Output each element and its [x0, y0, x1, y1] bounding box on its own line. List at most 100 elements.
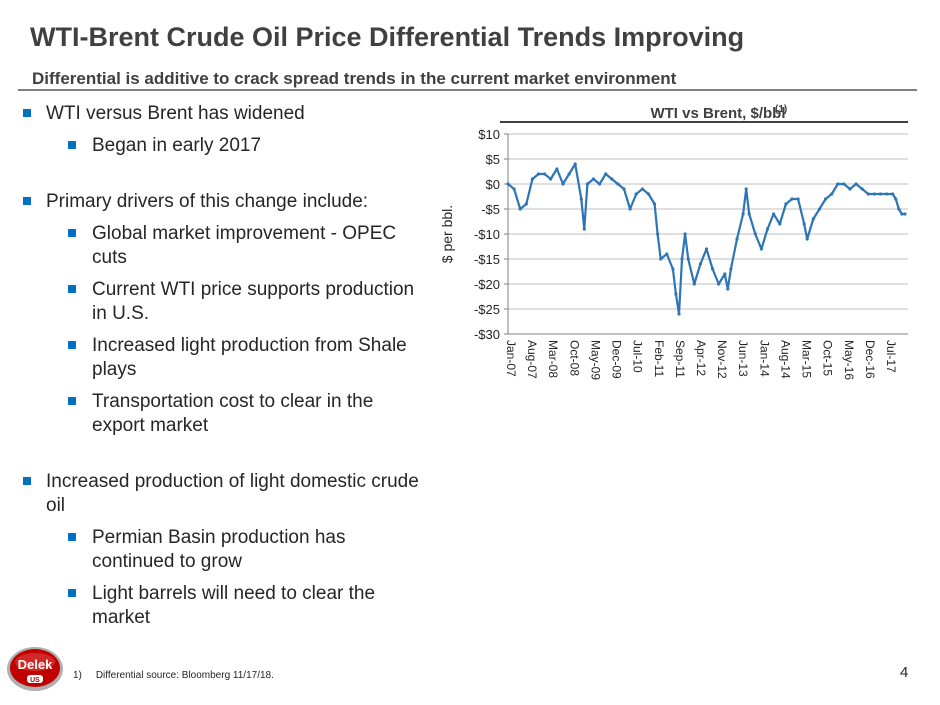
logo-text: Delek	[18, 657, 53, 672]
data-point	[549, 177, 553, 181]
data-point	[640, 187, 644, 191]
data-point	[582, 227, 586, 231]
data-point	[704, 247, 709, 251]
data-point	[723, 272, 727, 276]
bullet-marker	[68, 341, 76, 349]
data-point	[735, 237, 739, 241]
data-point	[646, 192, 651, 196]
data-point	[683, 232, 687, 236]
x-tick-label: May-09	[588, 340, 602, 380]
data-point	[653, 202, 657, 206]
x-tick-label: Mar-15	[800, 340, 814, 378]
subtitle-rule	[18, 89, 917, 91]
x-tick-label: Feb-11	[652, 340, 666, 377]
bullet-marker	[68, 397, 76, 405]
data-point	[518, 207, 522, 211]
data-point	[872, 192, 876, 196]
bullet-list: WTI versus Brent has widened Began in ear…	[18, 102, 428, 638]
bullet-marker	[68, 141, 76, 149]
data-point	[726, 287, 730, 291]
delek-logo: Delek US	[7, 647, 63, 691]
data-point	[802, 222, 806, 226]
data-point	[616, 182, 620, 186]
data-point	[796, 197, 800, 201]
data-point	[854, 182, 858, 186]
x-tick-label: Oct-08	[567, 340, 581, 376]
bullet-marker	[68, 533, 76, 541]
data-point	[753, 232, 757, 236]
data-point	[561, 182, 565, 186]
data-point	[656, 232, 660, 236]
bullet-item: Increased production of light domestic c…	[18, 470, 428, 518]
data-point	[677, 312, 681, 316]
bullet-text: Increased production of light domestic c…	[46, 471, 419, 516]
x-tick-label: Aug-14	[778, 340, 792, 379]
data-point	[866, 192, 870, 196]
sub-bullet-item: Transportation cost to clear in the expo…	[18, 390, 428, 438]
x-tick-label: Nov-12	[715, 340, 729, 379]
data-point	[674, 292, 678, 296]
data-point	[885, 192, 889, 196]
bullet-text: Global market improvement - OPEC cuts	[92, 223, 397, 268]
y-tick-label: -$20	[474, 277, 500, 292]
data-point	[790, 197, 794, 201]
data-point	[659, 257, 663, 261]
bullet-text: Primary drivers of this change include:	[46, 191, 369, 212]
bullet-spacer	[18, 166, 428, 190]
bullet-item: Primary drivers of this change include:	[18, 190, 428, 214]
sub-bullet-item: Permian Basin production has continued t…	[18, 526, 428, 574]
bullet-text: Began in early 2017	[92, 135, 262, 156]
data-point	[878, 192, 883, 196]
data-point	[622, 187, 626, 191]
bullet-text: Permian Basin production has continued t…	[92, 527, 346, 572]
data-point	[903, 212, 907, 216]
x-tick-label: Oct-15	[821, 340, 835, 376]
bullet-text: Current WTI price supports production in…	[92, 279, 415, 324]
bullet-marker	[23, 197, 31, 205]
sub-bullet-item: Increased light production from Shale pl…	[18, 334, 428, 382]
y-tick-label: $0	[486, 177, 500, 192]
data-point	[579, 197, 583, 201]
bullet-marker	[68, 285, 76, 293]
data-point	[512, 187, 516, 191]
bullet-marker	[68, 589, 76, 597]
y-tick-label: -$30	[474, 327, 500, 342]
sub-bullet-item: Light barrels will need to clear the mar…	[18, 582, 428, 630]
data-point	[530, 177, 534, 181]
data-point	[692, 282, 696, 286]
x-tick-label: Jun-13	[736, 340, 750, 377]
data-point	[772, 212, 776, 216]
footnote-marker: 1)	[73, 670, 82, 681]
y-axis-label: $ per bbl.	[439, 205, 455, 263]
data-point	[634, 192, 638, 196]
footnote: 1) Differential source: Bloomberg 11/17/…	[73, 670, 274, 681]
data-point	[778, 222, 782, 226]
x-tick-label: Jan-07	[504, 340, 518, 377]
data-point	[573, 162, 577, 166]
data-point	[555, 167, 559, 171]
chart-title-superscript: (1)	[775, 104, 787, 115]
data-point	[860, 187, 864, 191]
data-point	[536, 172, 541, 176]
data-point	[894, 197, 898, 201]
bullet-marker	[68, 229, 76, 237]
y-tick-label: -$5	[481, 202, 500, 217]
wti-brent-chart: WTI vs Brent, $/bbl(1) $10 $5 $0 -$5 -$10 -$15…	[439, 104, 908, 380]
data-point	[591, 177, 596, 181]
bullet-item: WTI versus Brent has widened	[18, 102, 428, 126]
data-point	[729, 267, 733, 271]
y-tick-label: -$10	[474, 227, 500, 242]
bullet-text: Light barrels will need to clear the mar…	[92, 583, 376, 628]
x-tick-label: May-16	[842, 340, 856, 380]
series-line	[507, 162, 905, 316]
data-point	[817, 207, 822, 211]
x-tick-label: Dec-09	[610, 340, 624, 379]
data-point	[717, 282, 721, 286]
bullet-text: Transportation cost to clear in the expo…	[92, 391, 374, 436]
data-point	[686, 257, 690, 261]
data-point	[848, 187, 852, 191]
data-point	[842, 182, 846, 186]
data-point	[824, 197, 828, 201]
page-title: WTI-Brent Crude Oil Price Differential T…	[30, 22, 745, 52]
x-tick-label: Mar-08	[546, 340, 560, 378]
